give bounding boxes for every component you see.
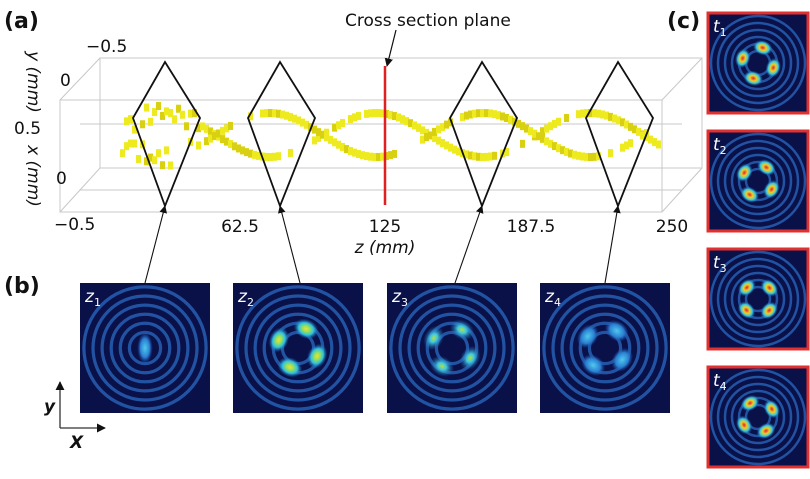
helix-segment (152, 156, 157, 164)
annotation-arrow (387, 30, 396, 66)
axis-label: x (mm) (23, 144, 43, 207)
helix-segment (148, 118, 153, 126)
panel-label: (b) (4, 274, 40, 299)
yellow-helix (120, 102, 661, 169)
helix-segment (520, 140, 525, 148)
pointer-arrow (605, 206, 618, 283)
axis-label: z (mm) (354, 238, 416, 258)
helix-segment (556, 118, 561, 126)
mode-image: z2 (233, 283, 363, 413)
cross-section-marker (248, 62, 315, 206)
tick-label: −0.5 (86, 37, 127, 57)
helix-segment (628, 139, 633, 147)
helix-segment (168, 161, 173, 169)
mode-image: z3 (387, 283, 517, 413)
helix-segment (140, 120, 145, 128)
pointer-arrow (455, 206, 482, 283)
helix-segment (120, 149, 125, 157)
helix-segment (340, 119, 345, 127)
helix-segment (180, 111, 185, 119)
mode-image: t4 (708, 367, 808, 467)
mode-image: t1 (708, 13, 808, 113)
cross-section-marker (450, 62, 517, 206)
helix-segment (156, 149, 161, 157)
helix-segment (564, 114, 569, 122)
helix-segment (156, 102, 161, 110)
helix-segment (492, 152, 497, 160)
orientation-label: y (44, 397, 56, 417)
pointer-arrow (145, 206, 165, 283)
helix-segment (656, 140, 661, 148)
helix-segment (288, 149, 293, 157)
helix-segment (172, 115, 177, 123)
helix-segment (160, 161, 165, 169)
axis-label: y (mm) (23, 50, 43, 113)
mode-image: z4 (540, 283, 670, 413)
helix-segment (608, 149, 613, 157)
tick-label: 0 (56, 169, 67, 189)
panel-label: (a) (4, 9, 39, 34)
tick-label: 250 (656, 217, 688, 237)
helix-segment (144, 104, 149, 112)
orientation-label: X (69, 433, 84, 453)
figure: (a) (b) (c) Cross section plane y (mm) −… (0, 0, 810, 479)
tick-label: 187.5 (507, 217, 556, 237)
helix-segment (356, 112, 361, 120)
helix-segment (132, 140, 137, 148)
cross-section-marker (133, 62, 200, 206)
helix-segment (184, 122, 189, 130)
panel-label: (c) (667, 9, 700, 34)
helix-segment (276, 152, 281, 160)
intensity-blob (137, 332, 153, 363)
plot-box (60, 58, 702, 212)
mode-image: t3 (708, 249, 808, 349)
helix-segment (392, 150, 397, 158)
tick-label: −0.5 (54, 215, 95, 235)
annotation: Cross section plane (345, 11, 511, 31)
mode-image: t2 (708, 131, 808, 231)
helix-segment (228, 122, 233, 130)
helix-segment (136, 155, 141, 163)
helix-segment (164, 146, 169, 154)
images: z1z2z3z4 t1 t2 t3 t4 (80, 13, 808, 467)
helix-segment (196, 141, 201, 149)
tick-label: 0.5 (14, 119, 41, 139)
helix-segment (128, 115, 133, 123)
tick-label: 0 (60, 71, 71, 91)
tick-label: 125 (369, 217, 401, 237)
tick-label: 62.5 (221, 217, 259, 237)
pointer-arrow (280, 206, 300, 283)
mode-image: z1 (80, 283, 210, 413)
